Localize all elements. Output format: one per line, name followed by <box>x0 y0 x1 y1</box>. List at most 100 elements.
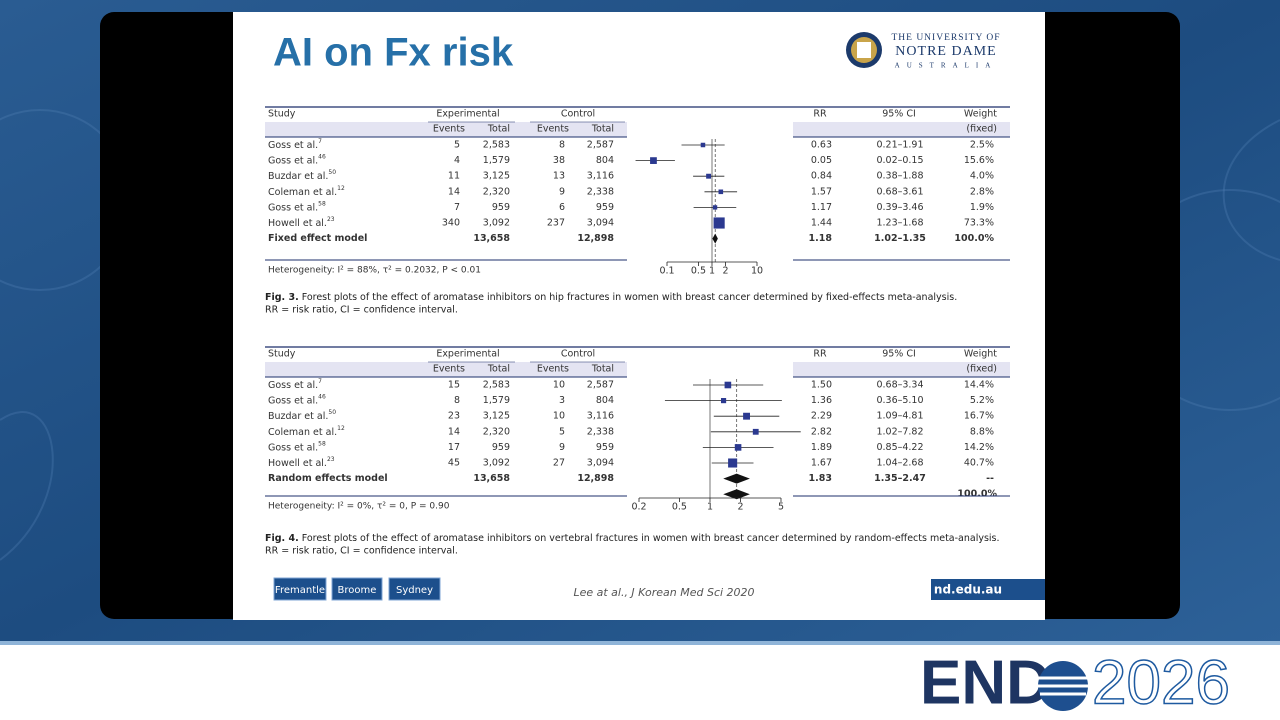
table-cell: 0.85–4.22 <box>876 442 923 453</box>
column-header: Events <box>433 364 465 375</box>
table-cell: 11 <box>448 171 460 182</box>
effect-square <box>712 205 718 210</box>
study-name: Goss et al.58 <box>268 200 326 213</box>
axis-tick-label: 0.1 <box>659 266 674 277</box>
table-cell: 13,658 <box>473 233 510 244</box>
citation: Lee at al., J Korean Med Sci 2020 <box>573 586 754 599</box>
table-cell: 2,338 <box>587 426 614 437</box>
logo-line: NOTRE DAME <box>895 44 996 59</box>
study-ref: 12 <box>337 424 345 431</box>
effect-square <box>720 398 727 404</box>
summary-diamond <box>712 233 718 244</box>
effect-square <box>752 428 759 435</box>
table-cell: 804 <box>596 395 614 406</box>
axis-tick-label: 2 <box>738 502 744 513</box>
effect-square <box>706 173 712 179</box>
table-cell: 1.9% <box>970 202 994 213</box>
table-cell: 73.3% <box>964 218 994 229</box>
column-header: Total <box>487 124 510 135</box>
table-cell: 2,320 <box>483 186 510 197</box>
study-ref: 46 <box>318 153 326 160</box>
table-cell: 14.4% <box>964 380 994 391</box>
table-cell: 1.89 <box>811 442 832 453</box>
table-cell: 1,579 <box>483 155 510 166</box>
heterogeneity: Heterogeneity: I² = 0%, τ² = 0, P = 0.90 <box>268 502 450 512</box>
table-cell: 6 <box>559 202 565 213</box>
header-band <box>265 122 627 137</box>
url-box <box>931 579 1045 600</box>
table-cell: 0.36–5.10 <box>876 395 923 406</box>
study-name: Goss et al.46 <box>268 393 326 406</box>
column-header: Weight <box>964 109 997 120</box>
study-ref: 58 <box>318 200 326 207</box>
heterogeneity: Heterogeneity: I² = 88%, τ² = 0.2032, P … <box>268 266 481 276</box>
table-cell: 40.7% <box>964 458 994 469</box>
forest-figure: Study Experimental Control Events Total Event… <box>265 346 1010 557</box>
summary-diamond <box>723 473 750 484</box>
study-ref: 23 <box>327 216 335 223</box>
column-header: 95% CI <box>882 349 916 360</box>
campus-button-label: Sydney <box>396 585 433 596</box>
effect-square <box>713 217 725 229</box>
table-cell: 12,898 <box>577 473 614 484</box>
caption: Fig. 4. Forest plots of the effect of ar… <box>265 533 1000 544</box>
logo-line: AUSTRALIA <box>895 62 998 70</box>
table-cell: 340 <box>442 218 460 229</box>
column-header: Experimental <box>436 109 499 120</box>
table-cell: 1.02–7.82 <box>876 426 923 437</box>
caption-text: Forest plots of the effect of aromatase … <box>299 292 958 303</box>
study-ref: 12 <box>337 184 345 191</box>
table-cell: 959 <box>596 202 614 213</box>
study-name: Goss et al.46 <box>268 153 326 166</box>
table-cell: 0.84 <box>811 171 832 182</box>
summary-diamond <box>723 489 750 500</box>
logo-line: THE UNIVERSITY OF <box>891 33 1000 43</box>
table-cell: 3,125 <box>483 171 510 182</box>
table-cell: 2,587 <box>587 140 614 151</box>
table-cell: 0.63 <box>811 140 832 151</box>
table-cell: 1.83 <box>809 473 832 484</box>
study-name: Buzdar et al.50 <box>268 409 336 422</box>
study-label: Coleman et al. <box>268 186 337 197</box>
column-header: Control <box>561 109 595 120</box>
logo: THE UNIVERSITY OF NOTRE DAME AUSTRALIA <box>846 32 1000 70</box>
study-name: Howell et al.23 <box>268 216 335 229</box>
column-header: Weight <box>964 349 997 360</box>
table-cell: 0.38–1.88 <box>876 171 923 182</box>
table-cell: 14 <box>448 426 460 437</box>
table-cell: 1.57 <box>811 186 832 197</box>
table-cell: 959 <box>492 202 510 213</box>
table-cell: 5.2% <box>970 395 994 406</box>
table-cell: 38 <box>553 155 565 166</box>
campus-button-label: Fremantle <box>275 585 325 596</box>
table-cell: 2.82 <box>811 426 832 437</box>
table-cell: 3,125 <box>483 411 510 422</box>
column-header: Study <box>268 109 296 120</box>
table-cell: 10 <box>553 380 565 391</box>
table-cell: 804 <box>596 155 614 166</box>
caption-label: Fig. 3. <box>265 292 299 303</box>
study-name: Goss et al.58 <box>268 440 326 453</box>
column-header: Study <box>268 349 296 360</box>
column-header: (fixed) <box>966 364 997 375</box>
endo-globe-stripes <box>1038 676 1088 696</box>
summary-label: Fixed effect model <box>268 233 367 244</box>
campus-button-label: Broome <box>338 585 377 596</box>
study-label: Goss et al. <box>268 442 318 453</box>
campus-button <box>331 577 383 601</box>
endo-left: END <box>920 648 1051 717</box>
study-ref: 7 <box>318 378 322 385</box>
table-cell: 1.23–1.68 <box>876 218 923 229</box>
header-band <box>793 122 1010 137</box>
study-ref: 46 <box>318 393 326 400</box>
table-cell: 1.09–4.81 <box>876 411 923 422</box>
effect-square <box>728 458 738 468</box>
table-cell: 5 <box>559 426 565 437</box>
table-cell: 1.04–2.68 <box>876 458 923 469</box>
campus-button <box>388 577 441 601</box>
table-cell: 8.8% <box>970 426 994 437</box>
column-header: Total <box>591 364 614 375</box>
table-cell: 0.05 <box>811 155 832 166</box>
column-header: Events <box>433 124 465 135</box>
